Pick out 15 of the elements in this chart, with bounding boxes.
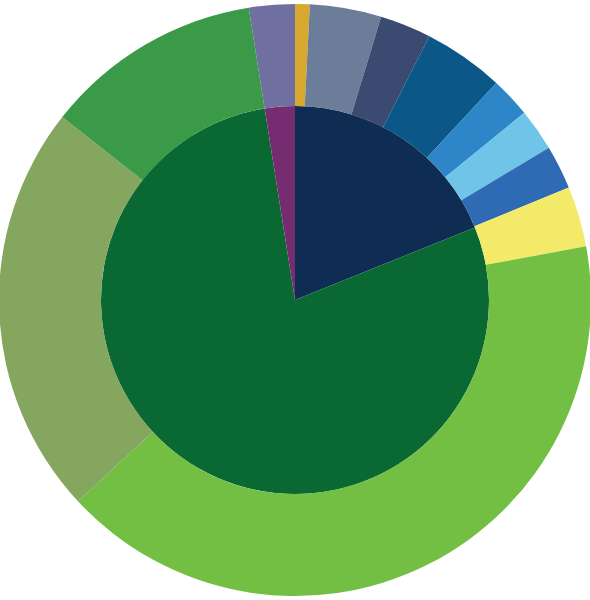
pie-slice	[101, 108, 489, 494]
donut-slice	[0, 117, 153, 502]
donut-slice	[62, 7, 265, 181]
pie-slice	[264, 106, 295, 300]
donut-slice	[426, 82, 525, 178]
donut-slice	[351, 16, 430, 128]
donut-slice	[474, 187, 587, 265]
donut-slice	[295, 4, 310, 107]
pie-slice	[295, 106, 475, 300]
donut-slice	[383, 36, 497, 158]
donut-slice	[77, 246, 590, 596]
donut-slice	[304, 4, 382, 115]
donut-slice	[461, 147, 569, 227]
donut-slice	[445, 112, 549, 201]
donut-slice	[248, 4, 295, 109]
